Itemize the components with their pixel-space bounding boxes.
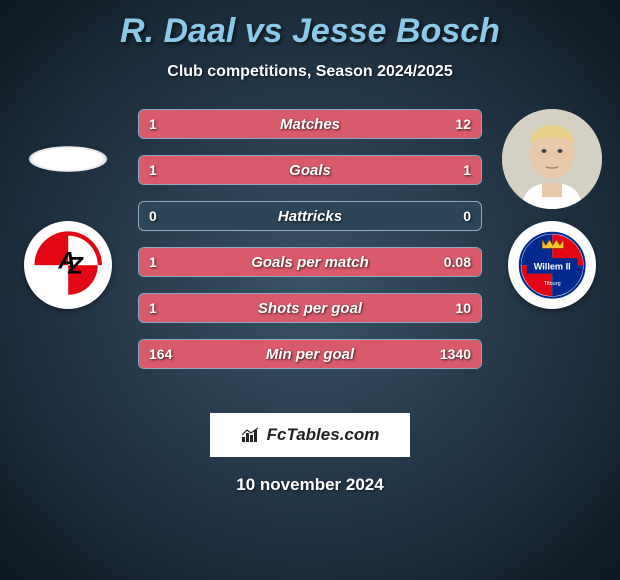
- player-right-club-badge: Willem II Tilburg: [508, 221, 596, 309]
- stat-label: Hattricks: [139, 208, 481, 225]
- willem-ii-logo-icon: Willem II Tilburg: [517, 230, 587, 300]
- stat-value-right: 0: [463, 208, 471, 224]
- right-player-column: Willem II Tilburg: [492, 109, 612, 309]
- stat-bars: 1Matches121Goals10Hattricks01Goals per m…: [138, 109, 482, 385]
- subtitle: Club competitions, Season 2024/2025: [0, 63, 620, 81]
- chart-icon: [241, 427, 261, 443]
- player-right-avatar: [502, 109, 602, 209]
- comparison-panel: A Z: [0, 109, 620, 399]
- stat-label: Matches: [139, 116, 481, 133]
- stat-row: 1Shots per goal10: [138, 293, 482, 323]
- left-player-column: A Z: [8, 109, 128, 309]
- branding-box: FcTables.com: [210, 413, 410, 457]
- player-left-avatar-placeholder: [18, 134, 118, 184]
- stat-value-right: 1340: [440, 346, 471, 362]
- stat-value-right: 0.08: [444, 254, 471, 270]
- stat-value-right: 10: [455, 300, 471, 316]
- player-left-club-badge: A Z: [24, 221, 112, 309]
- stat-value-right: 12: [455, 116, 471, 132]
- player-portrait-icon: [502, 109, 602, 209]
- stat-row: 1Goals1: [138, 155, 482, 185]
- date-label: 10 november 2024: [0, 475, 620, 495]
- page-title: R. Daal vs Jesse Bosch: [0, 0, 620, 51]
- stat-label: Goals per match: [139, 254, 481, 271]
- stat-label: Shots per goal: [139, 300, 481, 317]
- stat-label: Min per goal: [139, 346, 481, 363]
- stat-row: 1Goals per match0.08: [138, 247, 482, 277]
- az-logo-icon: A Z: [33, 230, 103, 300]
- stat-label: Goals: [139, 162, 481, 179]
- stat-row: 1Matches12: [138, 109, 482, 139]
- stat-row: 0Hattricks0: [138, 201, 482, 231]
- svg-text:Willem II: Willem II: [533, 261, 570, 271]
- stat-row: 164Min per goal1340: [138, 339, 482, 369]
- svg-text:Z: Z: [67, 252, 84, 279]
- stat-value-right: 1: [463, 162, 471, 178]
- branding-label: FcTables.com: [267, 425, 380, 445]
- svg-text:Tilburg: Tilburg: [543, 281, 560, 287]
